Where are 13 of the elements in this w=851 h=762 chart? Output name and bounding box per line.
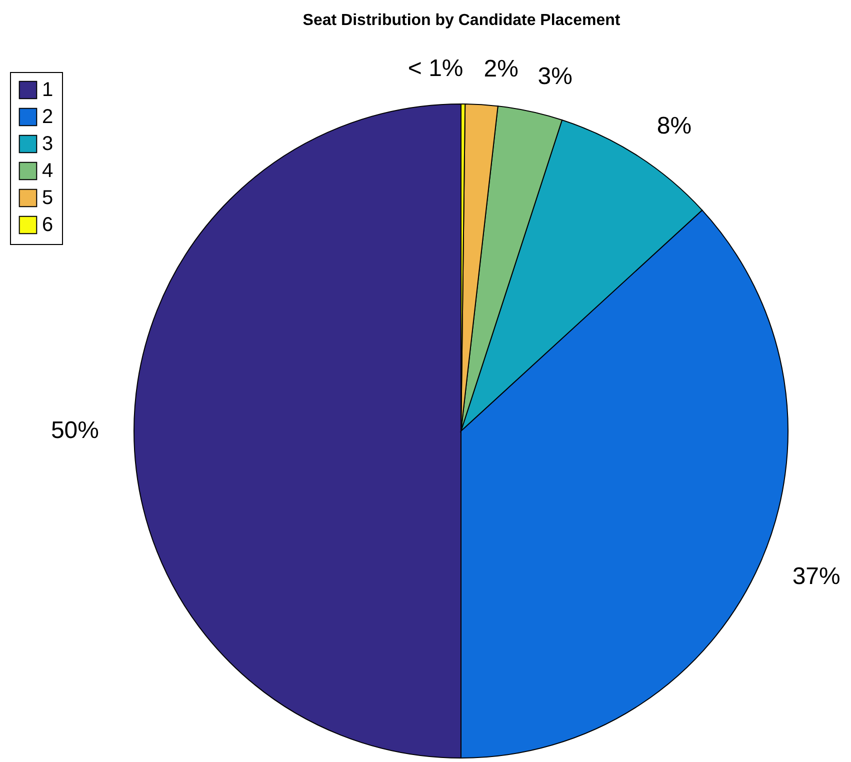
legend-label: 3	[42, 133, 54, 155]
legend-label: 4	[42, 160, 54, 182]
data-label: 50%	[50, 417, 99, 444]
data-label: 3%	[538, 63, 572, 90]
chart-title: Seat Distribution by Candidate Placement	[302, 12, 621, 29]
data-label: 2%	[484, 56, 518, 83]
legend-label: 1	[42, 79, 54, 101]
data-label: 8%	[656, 112, 692, 140]
data-label: 37%	[792, 562, 840, 590]
legend-label: 5	[42, 187, 54, 209]
legend-label: 6	[42, 214, 54, 236]
legend-label: 2	[42, 106, 54, 128]
data-label: < 1%	[408, 55, 464, 82]
